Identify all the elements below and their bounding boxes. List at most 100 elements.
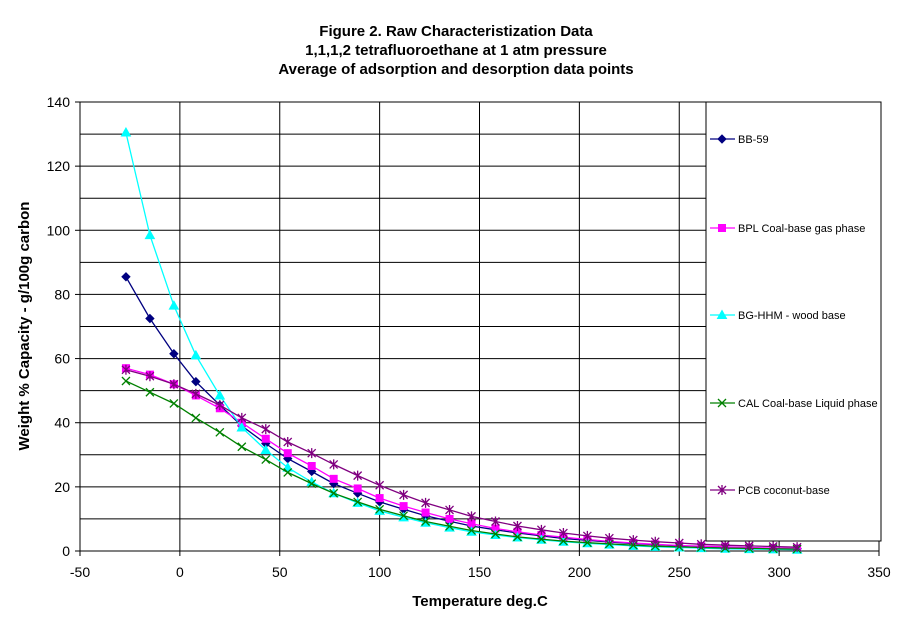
data-point <box>144 229 156 240</box>
data-point <box>399 489 409 500</box>
data-point <box>169 349 179 359</box>
data-point <box>491 516 500 527</box>
data-point <box>282 462 294 472</box>
chart-title-line-2: 1,1,1,2 tetrafluoroethane at 1 atm press… <box>305 42 607 59</box>
data-point <box>283 449 292 458</box>
data-point <box>121 376 131 386</box>
data-point <box>604 533 614 544</box>
data-point <box>558 536 568 546</box>
series-4 <box>121 376 802 554</box>
legend-label: BPL Coal-base gas phase <box>738 223 865 235</box>
data-point <box>582 538 592 548</box>
legend: BB-59 BPL Coal-base gas phase BG-HHM - woo… <box>705 101 882 542</box>
data-point <box>169 379 179 390</box>
x-tick-label: -50 <box>70 564 90 580</box>
legend-entry: PCB coconut-base <box>710 485 830 497</box>
data-point <box>467 511 476 522</box>
series-1 <box>121 272 802 554</box>
data-point <box>169 399 179 408</box>
data-point <box>512 532 522 542</box>
chart-title-line-3: Average of adsorption and desorption dat… <box>278 61 633 78</box>
data-point <box>215 400 225 411</box>
legend-label: BB-59 <box>738 134 769 146</box>
data-point <box>558 528 568 539</box>
y-tick-label: 20 <box>54 479 70 495</box>
legend-entry: BPL Coal-base gas phase <box>710 223 865 235</box>
data-point <box>768 541 778 552</box>
data-point <box>191 413 201 423</box>
data-point <box>512 520 522 531</box>
x-tick-label: 100 <box>368 564 392 580</box>
data-point <box>191 376 201 387</box>
data-point <box>237 442 247 452</box>
series-3 <box>120 126 803 554</box>
series-layer <box>120 126 803 554</box>
x-axis-label: Temperature deg.C <box>412 593 548 610</box>
data-point <box>720 540 730 551</box>
y-axis-label: Weight % Capacity - g/100g carbon <box>16 202 33 451</box>
chart-title-line-1: Figure 2. Raw Characteristization Data <box>319 23 593 40</box>
x-tick-label: 0 <box>176 564 184 580</box>
data-point <box>307 479 317 489</box>
legend-entry: CAL Coal-base Liquid phase <box>710 398 878 410</box>
data-point <box>582 530 592 541</box>
legend-label: BG-HHM - wood base <box>738 310 846 322</box>
data-point <box>145 371 155 382</box>
legend-marker <box>716 309 728 319</box>
data-point <box>307 462 316 471</box>
data-point <box>261 434 270 443</box>
data-point <box>696 539 706 550</box>
data-point <box>214 389 226 400</box>
x-tick-label: 350 <box>867 564 891 580</box>
x-tick-label: 200 <box>568 564 592 580</box>
legend-marker <box>717 134 727 144</box>
data-point <box>445 504 454 515</box>
legend-box <box>705 101 882 542</box>
data-point <box>399 511 409 521</box>
data-point <box>283 436 293 447</box>
data-point <box>421 517 431 526</box>
y-tick-label: 140 <box>47 94 71 110</box>
data-point <box>329 488 339 498</box>
data-point <box>237 412 247 423</box>
x-tick-label: 300 <box>767 564 791 580</box>
data-point <box>215 427 225 437</box>
series-line <box>125 367 798 550</box>
data-point <box>399 502 408 511</box>
y-tick-label: 40 <box>54 415 70 431</box>
data-point <box>353 497 363 507</box>
data-point <box>121 364 131 375</box>
x-tick-label: 250 <box>668 564 692 580</box>
legend-marker <box>718 224 726 232</box>
data-point <box>628 535 638 546</box>
data-point <box>329 474 338 483</box>
data-point <box>650 536 660 547</box>
series-line <box>125 369 798 548</box>
data-point <box>674 537 684 548</box>
data-point <box>121 272 131 282</box>
y-tick-label: 80 <box>54 286 70 302</box>
data-point <box>307 448 317 459</box>
legend-entry: BB-59 <box>710 134 769 146</box>
data-point <box>445 514 454 523</box>
data-point <box>329 459 339 470</box>
y-tick-label: 100 <box>47 222 71 238</box>
y-tick-label: 120 <box>47 158 71 174</box>
data-point <box>375 494 384 503</box>
y-tick-label: 0 <box>62 543 70 559</box>
data-point <box>191 388 201 399</box>
data-point <box>261 455 271 465</box>
data-point <box>353 484 362 493</box>
data-point <box>236 422 248 432</box>
chart-title: Figure 2. Raw Characteristization Data 1… <box>278 23 633 78</box>
legend-marker <box>717 485 727 495</box>
data-point <box>421 508 430 517</box>
x-tick-label: 150 <box>468 564 492 580</box>
data-point <box>744 540 754 551</box>
data-point <box>421 497 431 508</box>
legend-entry: BG-HHM - wood base <box>710 309 846 322</box>
data-point <box>283 467 293 477</box>
data-point <box>445 521 454 531</box>
data-point <box>260 444 272 454</box>
